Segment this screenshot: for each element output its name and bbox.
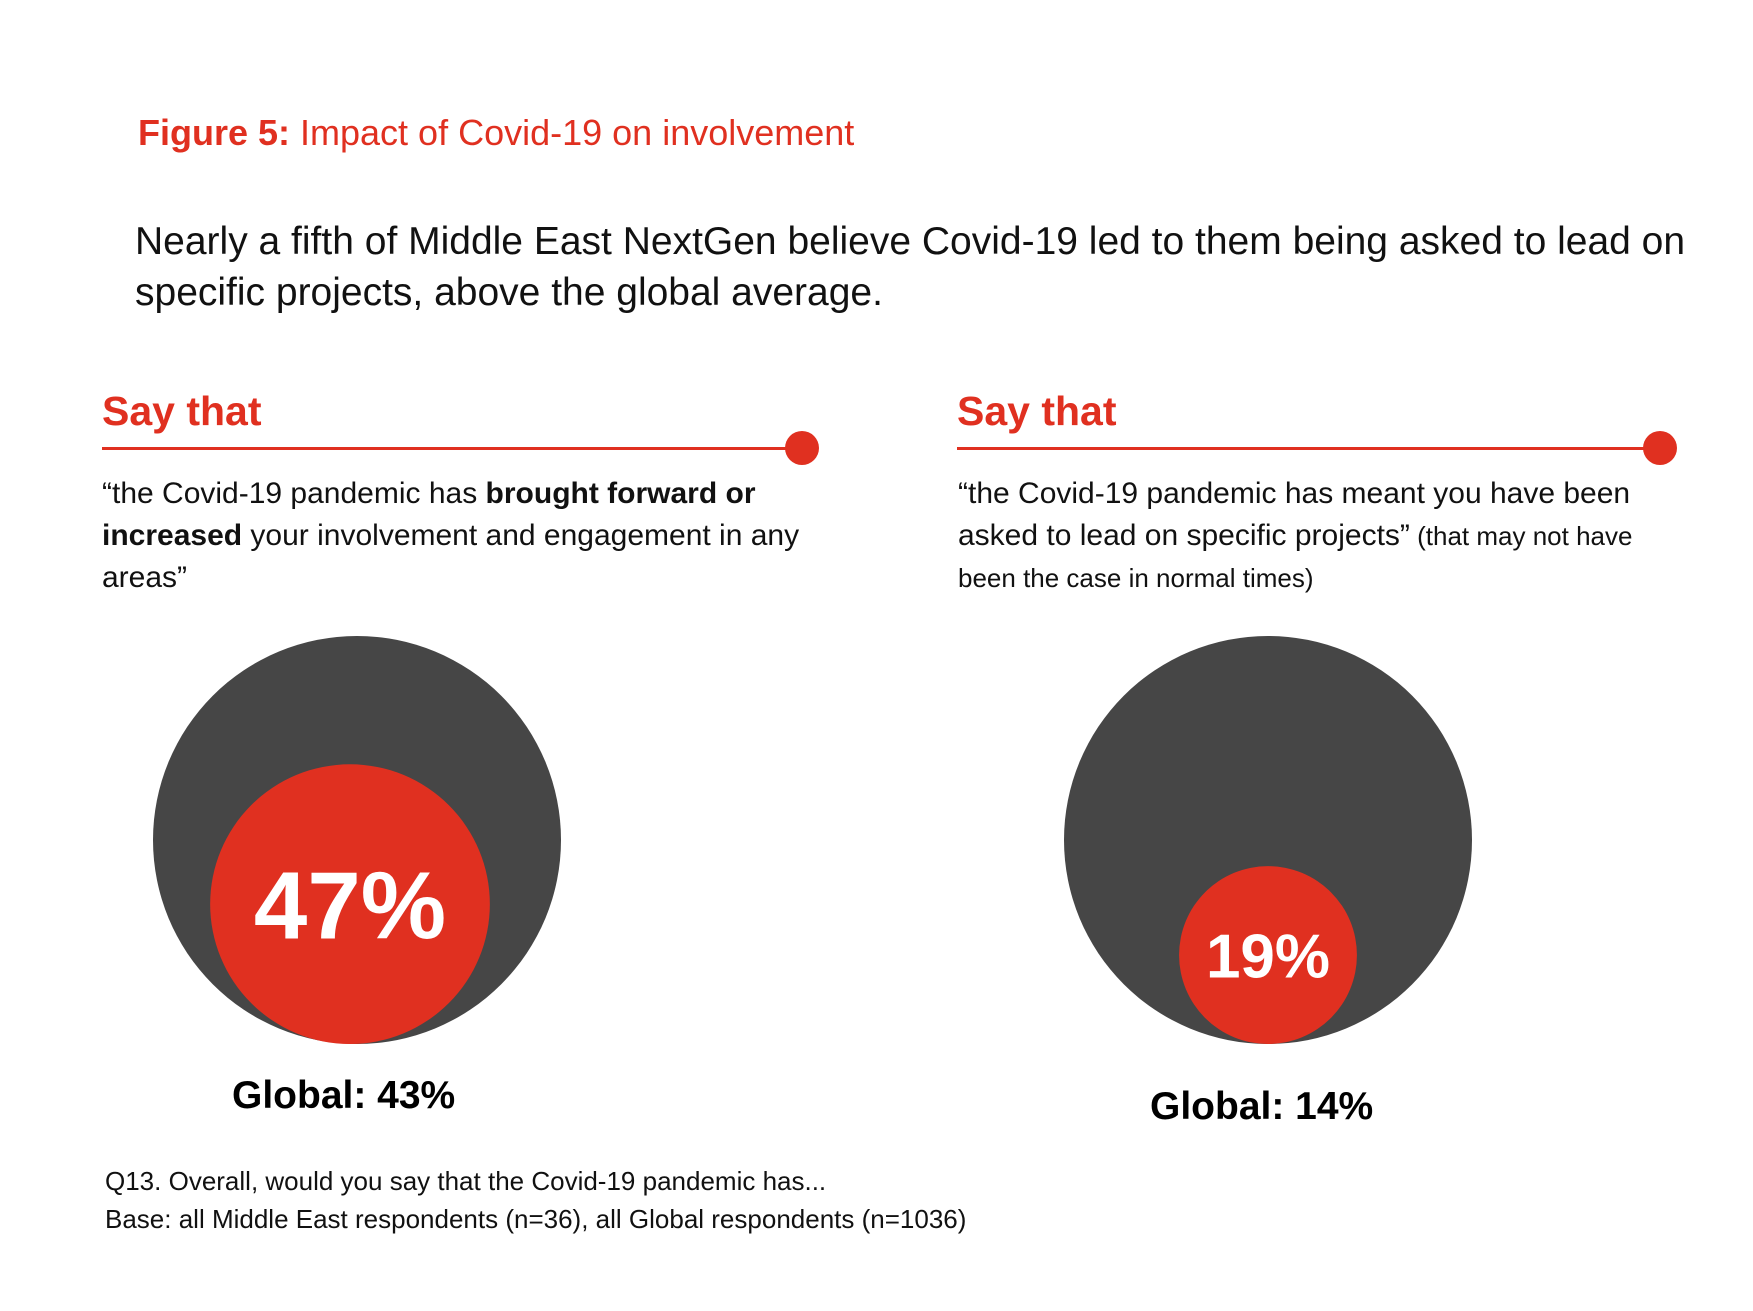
quote-text: “the Covid-19 pandemic has	[102, 477, 486, 510]
panel-rule-left	[102, 447, 802, 450]
value-label-left: 47%	[254, 853, 446, 960]
panel-rule-dot-left	[785, 431, 819, 465]
bubble-chart-right: 19%	[1064, 636, 1472, 1044]
headline: Nearly a fifth of Middle East NextGen be…	[135, 220, 1686, 314]
footnote-question: Q13. Overall, would you say that the Cov…	[105, 1166, 827, 1196]
outer-circle-right	[1064, 636, 1472, 1044]
footnote-base: Base: all Middle East respondents (n=36)…	[105, 1204, 967, 1234]
figure-label: Figure 5:	[138, 112, 291, 153]
global-label-right: Global: 14%	[1150, 1085, 1374, 1128]
value-label-right: 19%	[1206, 922, 1330, 991]
global-label-left: Global: 43%	[232, 1074, 456, 1117]
panel-rule-right	[957, 447, 1657, 450]
quote-text: “the Covid-19 pandemic has meant you hav…	[958, 477, 1631, 552]
quote-text-rest: your involvement and engagement in any a…	[102, 519, 800, 594]
panel-quote-right: “the Covid-19 pandemic has meant you hav…	[958, 473, 1648, 599]
panel-quote-left: “the Covid-19 pandemic has brought forwa…	[102, 473, 842, 599]
value-circle-left	[210, 764, 490, 1044]
figure-title-text: Impact of Covid-19 on involvement	[290, 112, 855, 153]
bubble-chart-left: 47%	[153, 636, 561, 1044]
panel-rule-dot-right	[1643, 431, 1677, 465]
quote-bold-text: brought forward or increased	[102, 477, 756, 552]
panel-heading-left: Say that	[102, 388, 262, 434]
panel-heading-right: Say that	[957, 388, 1117, 434]
figure-title: Figure 5: Impact of Covid-19 on involvem…	[138, 112, 854, 154]
quote-note: (that may not have been the case in norm…	[958, 521, 1633, 593]
value-circle-right	[1179, 866, 1357, 1044]
